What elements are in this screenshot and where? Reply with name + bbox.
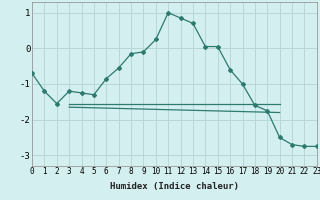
X-axis label: Humidex (Indice chaleur): Humidex (Indice chaleur) (110, 182, 239, 191)
